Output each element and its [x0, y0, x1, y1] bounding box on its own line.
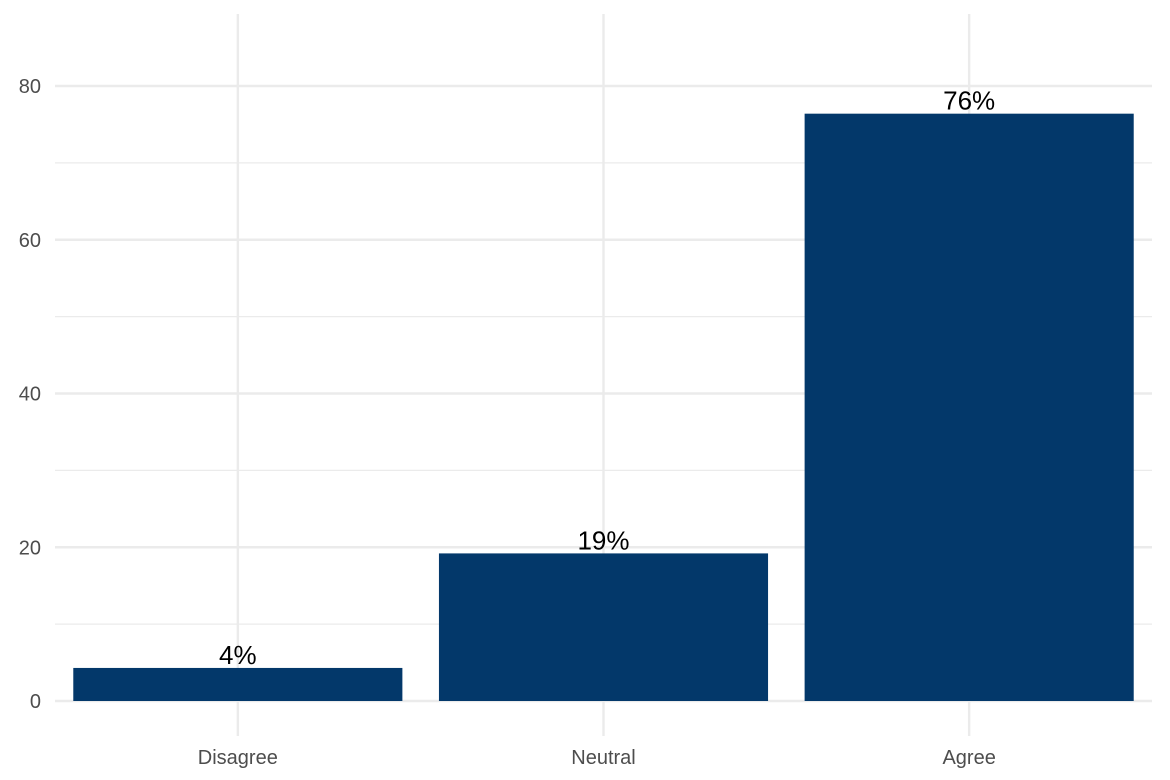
- bar-disagree: [73, 667, 403, 701]
- x-tick-label: Agree: [942, 747, 995, 769]
- x-tick-label: Neutral: [571, 747, 635, 769]
- x-axis-tick-labels: Disagree Neutral Agree: [198, 747, 996, 769]
- y-tick-label: 0: [30, 691, 41, 713]
- y-axis-tick-labels: 0 20 40 60 80: [19, 76, 41, 713]
- bar-value-label: 76%: [943, 86, 995, 116]
- bar-value-label: 19%: [577, 525, 629, 555]
- y-tick-label: 20: [19, 537, 41, 559]
- x-tick-label: Disagree: [198, 747, 278, 769]
- bar-value-labels: 4% 19% 76%: [219, 86, 995, 670]
- bars: [73, 113, 1134, 702]
- y-tick-label: 80: [19, 76, 41, 98]
- y-tick-label: 40: [19, 384, 41, 406]
- bar-neutral: [438, 553, 769, 701]
- bar-agree: [804, 113, 1134, 702]
- bar-value-label: 4%: [219, 640, 257, 670]
- y-tick-label: 60: [19, 230, 41, 252]
